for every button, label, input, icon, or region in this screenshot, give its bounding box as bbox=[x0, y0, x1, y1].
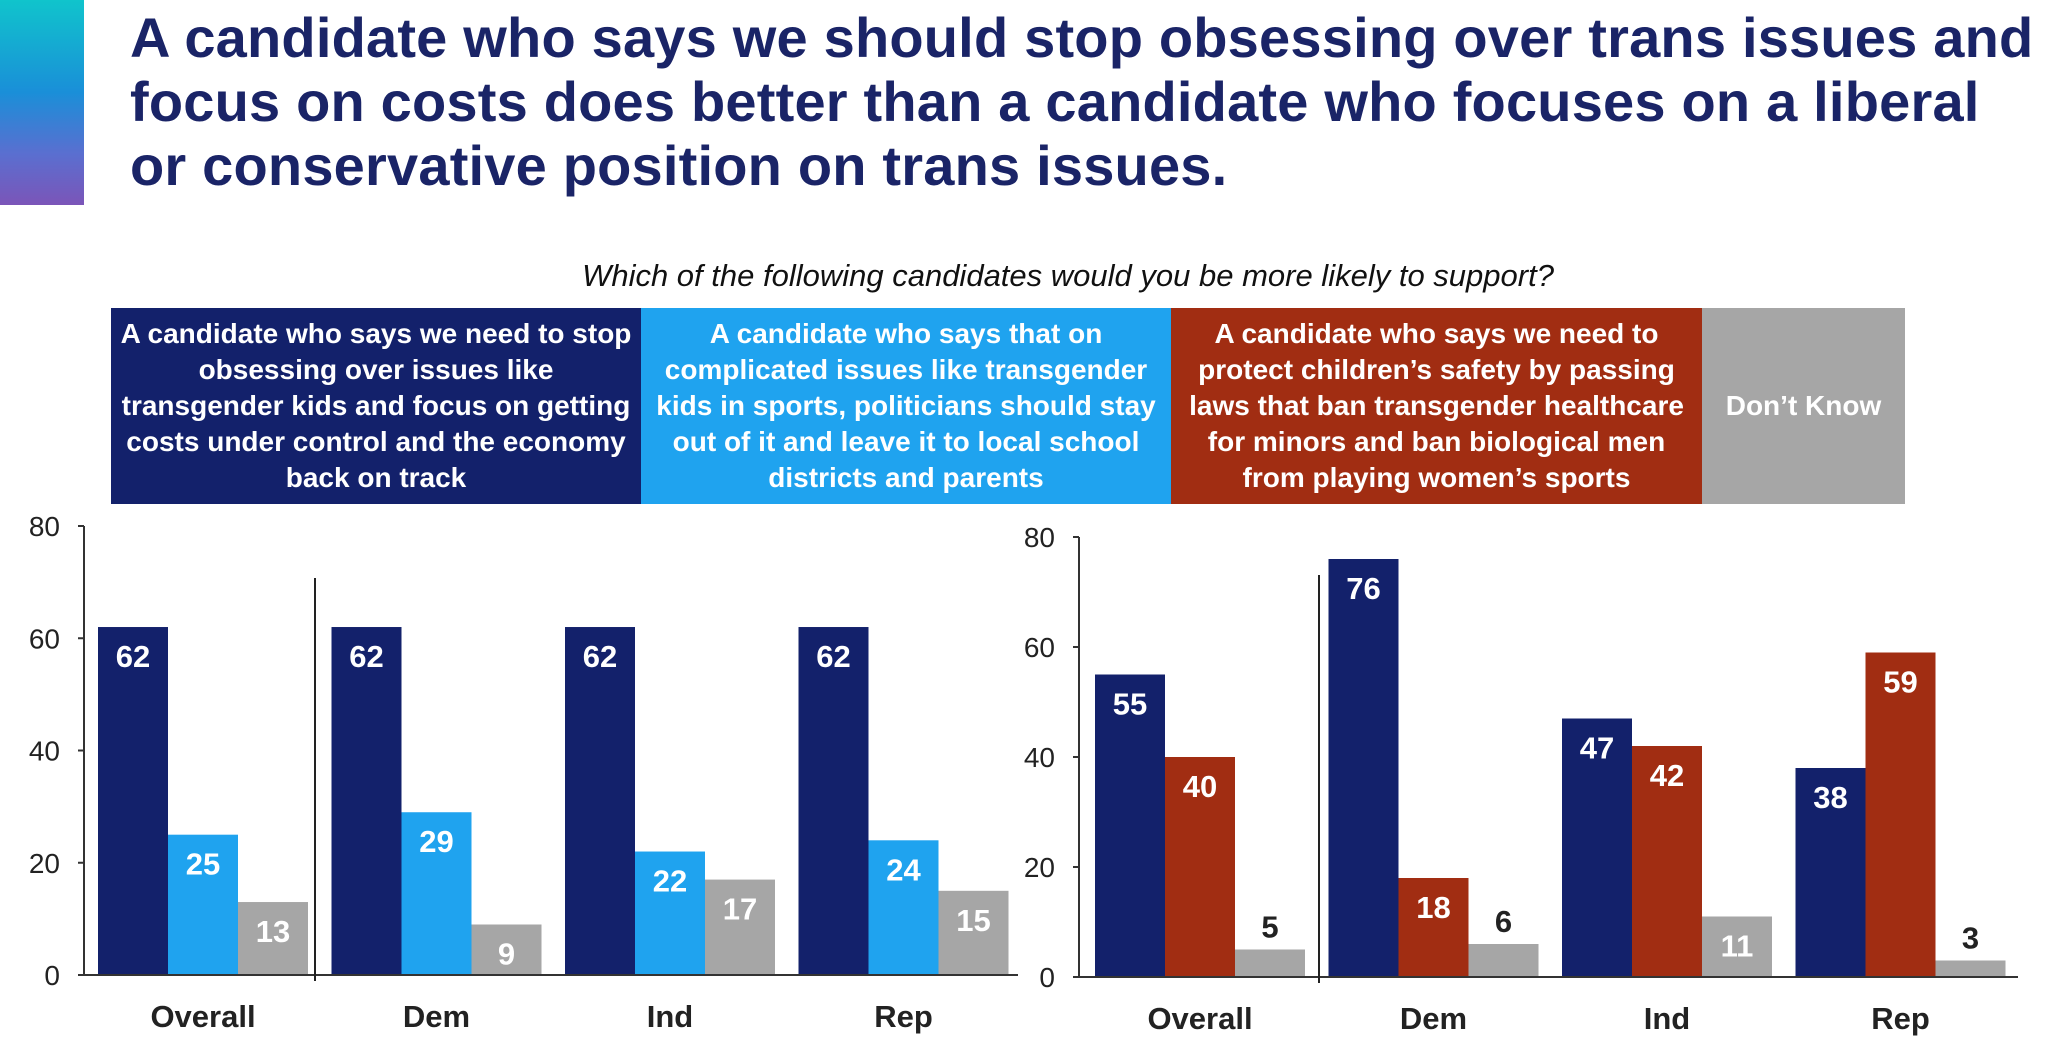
chart-1-data-label: 59 bbox=[1883, 665, 1917, 700]
chart-0-data-label: 22 bbox=[653, 864, 687, 899]
chart-0-bar-rep-series-2 bbox=[938, 890, 1009, 975]
chart-0-data-label: 13 bbox=[256, 914, 290, 949]
chart-1-bar-rep-series-1 bbox=[1865, 652, 1936, 977]
legend: A candidate who says we need to stop obs… bbox=[111, 308, 1905, 504]
chart-1-data-label: 76 bbox=[1346, 571, 1380, 606]
chart-0-data-label: 15 bbox=[956, 903, 990, 938]
chart-0-bar-ind-series-0 bbox=[565, 627, 635, 975]
chart-1-data-label: 18 bbox=[1416, 890, 1450, 925]
chart-0-data-label: 9 bbox=[498, 936, 515, 971]
chart-1-y-tick-label: 20 bbox=[1024, 852, 1055, 883]
chart-1-y-tick-label: 60 bbox=[1024, 632, 1055, 663]
chart-0-y-tick-label: 20 bbox=[29, 848, 60, 879]
legend-item-focus-costs: A candidate who says we need to stop obs… bbox=[111, 308, 641, 504]
chart-1-data-label: 40 bbox=[1183, 769, 1217, 804]
chart-0-y-tick-label: 60 bbox=[29, 623, 60, 654]
chart-1-data-label: 11 bbox=[1721, 929, 1754, 964]
chart-0-data-label: 62 bbox=[116, 639, 150, 674]
chart-1-data-label: 55 bbox=[1113, 687, 1147, 722]
chart-0-bar-overall-series-0 bbox=[98, 627, 168, 975]
chart-0-bar-dem-series-0 bbox=[331, 627, 402, 975]
chart-1-bar-dem-series-1 bbox=[1398, 878, 1469, 977]
chart-1-bar-ind-series-2 bbox=[1702, 916, 1772, 977]
chart-1-bar-overall-series-1 bbox=[1165, 757, 1235, 977]
chart-1-data-label: 47 bbox=[1580, 731, 1614, 766]
chart-0-bar-ind-series-2 bbox=[705, 879, 775, 975]
chart-0-y-tick-label: 80 bbox=[29, 511, 60, 542]
accent-gradient-bar bbox=[0, 0, 84, 205]
chart-0-bar-rep-series-1 bbox=[868, 840, 939, 975]
chart-0-category-label-ind: Ind bbox=[647, 999, 694, 1034]
chart-0-category-label-dem: Dem bbox=[403, 999, 470, 1034]
chart-1-category-label-overall: Overall bbox=[1147, 1001, 1252, 1036]
chart-1-data-label: 38 bbox=[1813, 780, 1847, 815]
chart-1-category-label-rep: Rep bbox=[1871, 1001, 1930, 1036]
chart-1-bar-rep-series-0 bbox=[1795, 768, 1866, 977]
legend-item-dont-know: Don’t Know bbox=[1702, 308, 1905, 504]
chart-1-y-tick-label: 0 bbox=[1039, 962, 1055, 993]
chart-0-data-label: 24 bbox=[886, 852, 921, 887]
chart-0-data-label: 62 bbox=[583, 639, 617, 674]
chart-1-bar-overall-series-0 bbox=[1095, 674, 1165, 977]
legend-item-ban-laws: A candidate who says we need to protect … bbox=[1171, 308, 1702, 504]
chart-1-category-label-ind: Ind bbox=[1644, 1001, 1691, 1036]
chart-1-bar-dem-series-0 bbox=[1328, 559, 1399, 977]
survey-question: Which of the following candidates would … bbox=[582, 258, 1554, 293]
chart-0-bar-overall-series-2 bbox=[238, 902, 308, 975]
chart-1-data-label: 6 bbox=[1495, 904, 1512, 939]
chart-1-category-label-dem: Dem bbox=[1400, 1001, 1467, 1036]
chart-1-y-tick-label: 40 bbox=[1024, 742, 1055, 773]
chart-0-category-label-overall: Overall bbox=[150, 999, 255, 1034]
chart-0-y-tick-label: 0 bbox=[44, 960, 60, 991]
chart-0-data-label: 62 bbox=[816, 639, 850, 674]
chart-0-data-label: 17 bbox=[723, 892, 757, 927]
chart-1-bar-dem-series-2 bbox=[1468, 944, 1539, 977]
chart-1-bar-overall-series-2 bbox=[1235, 949, 1305, 977]
chart-0-category-label-rep: Rep bbox=[874, 999, 933, 1034]
chart-1-data-label: 5 bbox=[1261, 910, 1278, 945]
chart-1-bar-rep-series-2 bbox=[1935, 960, 2006, 977]
slide-title: A candidate who says we should stop obse… bbox=[130, 6, 2034, 197]
chart-1-data-label: 3 bbox=[1962, 921, 1979, 956]
chart-0-y-tick-label: 40 bbox=[29, 736, 60, 767]
chart-0-bar-dem-series-1 bbox=[401, 812, 472, 975]
chart-1-bar-ind-series-1 bbox=[1632, 746, 1702, 977]
chart-0-bar-rep-series-0 bbox=[798, 627, 869, 975]
legend-item-local-control: A candidate who says that on complicated… bbox=[641, 308, 1171, 504]
chart-0-data-label: 29 bbox=[419, 824, 453, 859]
chart-1-y-tick-label: 80 bbox=[1024, 522, 1055, 553]
chart-0-data-label: 25 bbox=[186, 847, 220, 882]
chart-0-bar-ind-series-1 bbox=[635, 851, 705, 975]
chart-0-bar-overall-series-1 bbox=[168, 834, 238, 975]
chart-0-bar-dem-series-2 bbox=[471, 924, 542, 975]
chart-0-data-label: 62 bbox=[349, 639, 383, 674]
chart-1-data-label: 42 bbox=[1650, 758, 1684, 793]
chart-1-bar-ind-series-0 bbox=[1562, 718, 1632, 977]
